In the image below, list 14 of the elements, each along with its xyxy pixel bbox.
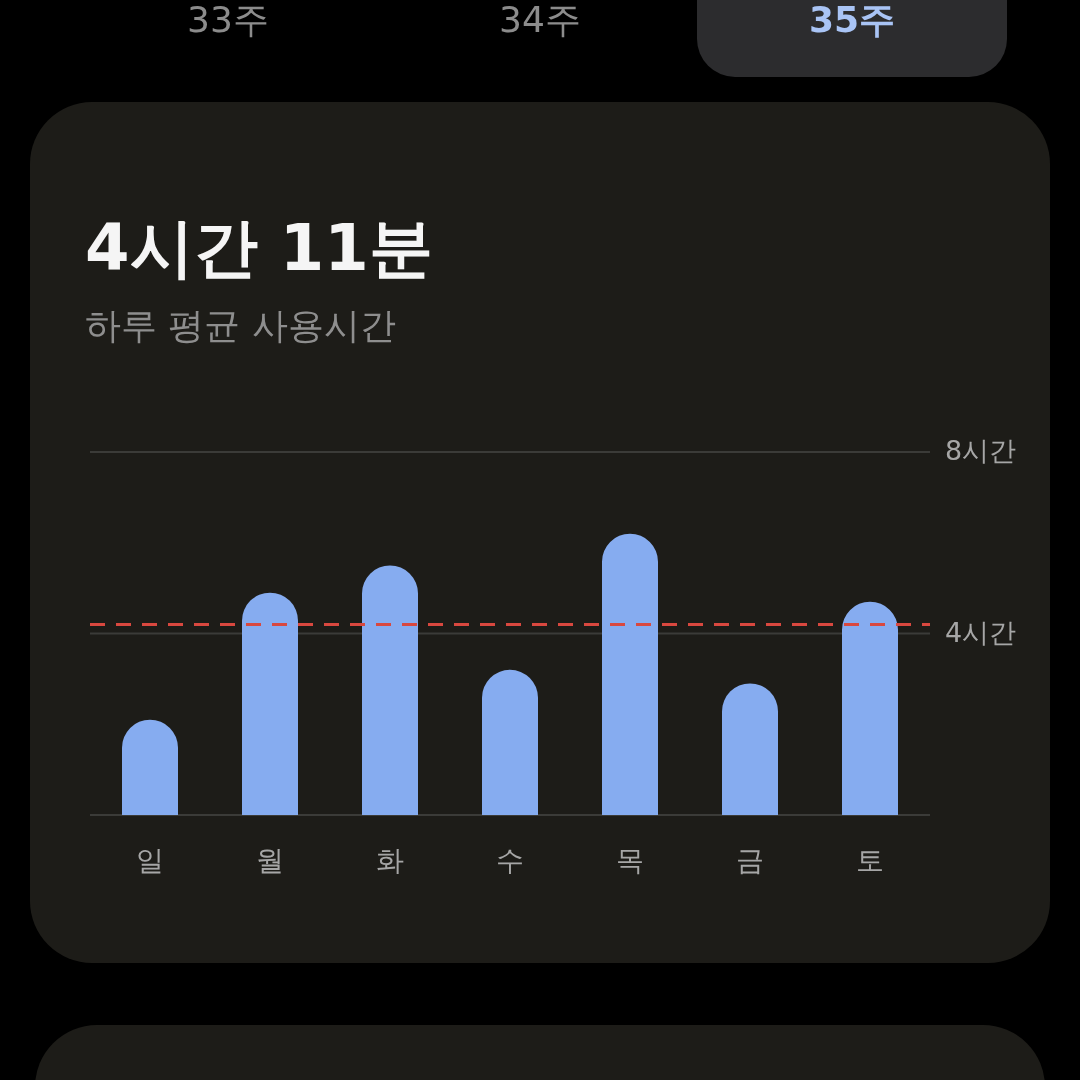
- x-tick-label: 토: [856, 844, 884, 877]
- x-tick-label: 화: [376, 844, 404, 877]
- x-tick-label: 금: [736, 844, 764, 877]
- y-tick-label: 8시간: [945, 434, 1017, 466]
- y-tick-label: 4시간: [945, 616, 1017, 647]
- x-tick-label: 월: [256, 844, 284, 877]
- x-tick-label: 목: [616, 844, 644, 877]
- x-tick-label: 수: [496, 844, 524, 877]
- tab-label: 34주: [499, 0, 581, 40]
- tab-label: 35주: [808, 0, 896, 40]
- tab-label: 33주: [187, 0, 269, 40]
- subtitle: 하루 평균 사용시간: [85, 305, 396, 346]
- title: 4시간 11분: [85, 211, 433, 285]
- x-tick-label: 일: [136, 844, 164, 877]
